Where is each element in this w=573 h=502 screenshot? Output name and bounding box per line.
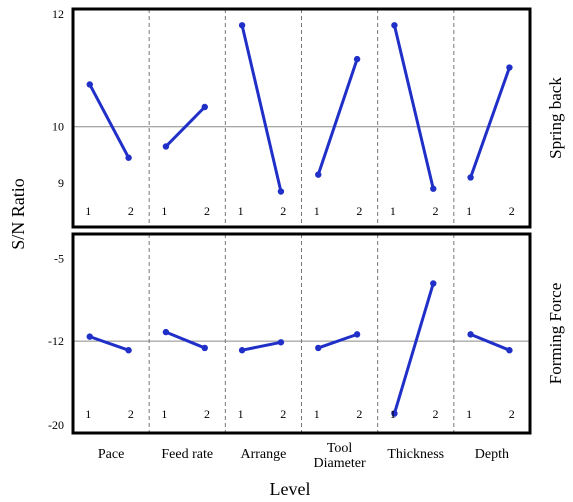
series-line (240, 340, 283, 352)
y-tick-label: -12 (48, 334, 64, 348)
level-label: 1 (238, 407, 244, 421)
series-line (392, 23, 435, 191)
series-line (88, 82, 131, 160)
y-tick-label: -20 (48, 418, 64, 432)
level-label: 1 (161, 407, 167, 421)
series-line (316, 332, 359, 350)
data-point (201, 344, 208, 352)
level-label: 2 (356, 204, 362, 218)
level-label: 2 (128, 204, 134, 218)
data-point (86, 333, 93, 340)
level-label: 1 (390, 204, 396, 218)
series-line (469, 66, 511, 179)
level-label: 2 (356, 407, 362, 421)
data-point (125, 154, 132, 161)
series-line (88, 335, 131, 352)
y-tick-label: -5 (54, 252, 64, 266)
level-label: 1 (314, 407, 320, 421)
data-point (353, 55, 361, 63)
data-point (506, 64, 513, 71)
data-point (86, 81, 93, 88)
series-line (469, 332, 511, 352)
data-point (430, 185, 437, 192)
data-point (391, 410, 398, 417)
data-point (315, 171, 322, 178)
data-point (277, 188, 285, 195)
data-point (430, 280, 437, 287)
level-label: 2 (433, 204, 439, 218)
series-line (164, 105, 207, 148)
y-axis-label: S/N Ratio (8, 178, 28, 250)
data-point (506, 347, 513, 354)
row-label: Forming Force (546, 283, 565, 385)
factor-label: Feed rate (161, 447, 213, 462)
level-label: 1 (466, 204, 472, 218)
row-label: Spring back (546, 77, 565, 159)
factor-label: Thickness (387, 447, 444, 462)
panel-frame (71, 7, 532, 229)
level-label: 2 (509, 407, 515, 421)
data-point (353, 331, 361, 338)
y-tick-label: 12 (52, 7, 64, 21)
level-label: 2 (204, 407, 210, 421)
series-line (392, 281, 435, 416)
data-point (238, 22, 246, 29)
level-label: 2 (128, 407, 134, 421)
data-point (315, 344, 322, 352)
data-point (162, 328, 170, 336)
series-line (164, 330, 207, 350)
y-tick-label: 10 (52, 120, 64, 134)
factor-label: Pace (98, 447, 124, 462)
level-label: 2 (433, 407, 439, 421)
level-label: 1 (161, 204, 167, 218)
data-point (201, 103, 208, 111)
panel-frame (71, 232, 532, 435)
series-line (240, 23, 283, 194)
level-label: 1 (238, 204, 244, 218)
x-axis-label: Level (270, 479, 311, 499)
level-label: 1 (85, 204, 91, 218)
level-label: 2 (280, 204, 286, 218)
data-point (467, 331, 474, 338)
data-point (277, 339, 285, 346)
factor-label: Tool Diameter (314, 441, 366, 471)
series-line (316, 57, 359, 177)
level-label: 1 (390, 407, 396, 421)
level-label: 2 (280, 407, 286, 421)
data-point (162, 143, 170, 150)
level-label: 2 (204, 204, 210, 218)
data-point (467, 174, 474, 181)
factor-label: Depth (475, 447, 509, 462)
data-point (238, 347, 246, 354)
y-tick-label: 9 (58, 176, 64, 190)
level-label: 1 (466, 407, 472, 421)
factor-label: Arrange (240, 447, 286, 462)
level-label: 1 (85, 407, 91, 421)
level-label: 2 (509, 204, 515, 218)
data-point (125, 347, 132, 354)
data-point (391, 22, 398, 29)
level-label: 1 (314, 204, 320, 218)
